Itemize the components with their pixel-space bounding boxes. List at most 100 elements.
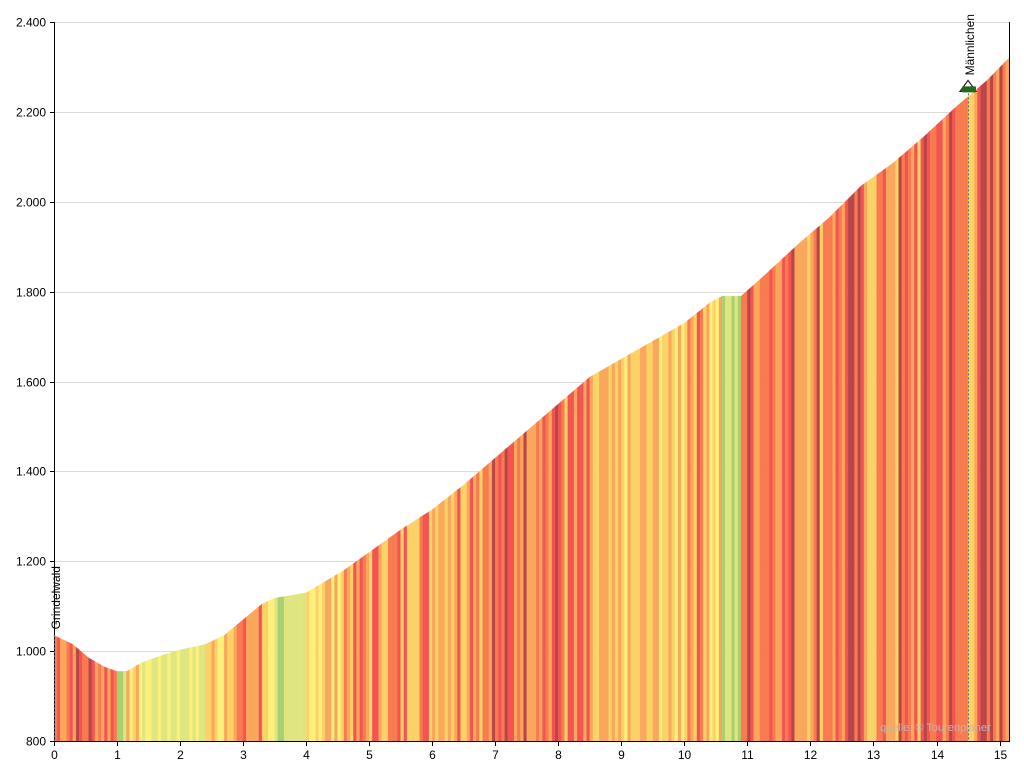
- y-tick-label: 2.200: [16, 106, 46, 120]
- profile-segment: [120, 671, 124, 742]
- profile-segment: [343, 567, 348, 742]
- profile-segment: [441, 499, 445, 742]
- profile-segment: [447, 494, 452, 742]
- profile-segment: [715, 297, 720, 742]
- profile-segment: [876, 172, 880, 742]
- profile-segment: [495, 454, 499, 742]
- profile-segment: [867, 178, 871, 742]
- profile-segment: [624, 355, 628, 742]
- profile-segment: [662, 333, 666, 742]
- y-tick-label: 1.800: [16, 286, 46, 300]
- profile-segment: [750, 284, 754, 742]
- profile-segment: [885, 165, 890, 742]
- profile-segment: [488, 460, 493, 742]
- profile-segment: [999, 64, 1003, 742]
- profile-segment: [230, 627, 234, 742]
- profile-segment: [242, 616, 247, 742]
- profile-segment: [844, 198, 849, 742]
- mountain-hut-icon: [958, 79, 978, 93]
- profile-segment: [375, 545, 379, 742]
- profile-segment: [611, 362, 616, 742]
- profile-segment: [889, 163, 893, 742]
- profile-segment: [781, 255, 786, 742]
- profile-segment: [183, 648, 187, 742]
- profile-segment: [813, 227, 817, 742]
- profile-segment: [318, 583, 323, 742]
- profile-segment: [993, 70, 997, 742]
- profile-segment: [536, 419, 540, 742]
- profile-segment: [82, 652, 86, 742]
- profile-segment: [863, 181, 868, 742]
- y-tick-label: 1.600: [16, 376, 46, 390]
- profile-segment: [684, 320, 688, 742]
- profile-segment: [971, 90, 975, 742]
- profile-segment: [195, 645, 200, 742]
- profile-segment: [63, 639, 67, 742]
- profile-segment: [85, 654, 89, 742]
- profile-segment: [397, 529, 401, 742]
- x-tick-label: 11: [741, 748, 754, 762]
- credit-watermark: quelle: © Tourenplaner: [880, 722, 991, 734]
- profile-segment: [252, 608, 256, 742]
- profile-segment: [803, 236, 808, 742]
- waypoint-label: Grindelwald: [49, 566, 63, 629]
- profile-segment: [561, 398, 565, 742]
- x-tick-label: 5: [366, 748, 373, 762]
- profile-segment: [391, 533, 395, 742]
- profile-segment: [822, 219, 827, 742]
- profile-segment: [384, 538, 389, 742]
- profile-segment: [532, 422, 537, 742]
- profile-segment: [129, 667, 133, 742]
- profile-segment: [936, 121, 940, 742]
- y-tick-label: 2.400: [16, 16, 46, 30]
- profile-segment: [621, 356, 625, 742]
- profile-segment: [479, 468, 483, 742]
- profile-segment: [996, 67, 1000, 742]
- profile-segment: [605, 365, 609, 742]
- profile-segment: [170, 651, 174, 742]
- profile-segment: [826, 217, 830, 742]
- profile-segment: [435, 504, 439, 742]
- profile-segment: [554, 403, 559, 742]
- profile-segment: [693, 312, 698, 742]
- profile-segment: [829, 213, 833, 742]
- profile-segment: [154, 656, 159, 742]
- profile-segment: [299, 593, 304, 742]
- profile-segment: [904, 149, 909, 742]
- profile-segment: [892, 160, 896, 742]
- profile-segment: [914, 141, 918, 742]
- profile-segment: [287, 595, 291, 742]
- profile-segment: [261, 602, 266, 742]
- profile-segment: [709, 300, 713, 742]
- profile-segment: [744, 290, 748, 742]
- profile-segment: [548, 409, 553, 742]
- profile-segment: [504, 446, 509, 742]
- profile-segment: [907, 147, 912, 742]
- waypoint-label: Männlichen: [963, 14, 977, 75]
- profile-segment: [432, 506, 436, 742]
- profile-segment: [838, 204, 843, 742]
- profile-segment: [797, 241, 802, 742]
- profile-segment: [769, 267, 773, 742]
- profile-segment: [280, 596, 285, 742]
- profile-segment: [236, 621, 241, 742]
- y-axis-ticks: 800 1.000 1.200 1.400 1.600 1.800 2.000 2.200 2.…: [16, 16, 54, 749]
- profile-segment: [469, 476, 474, 742]
- profile-segment: [756, 278, 761, 742]
- profile-segment: [958, 101, 962, 742]
- profile-segment: [293, 594, 297, 742]
- profile-segment: [179, 648, 184, 742]
- profile-segment: [570, 390, 575, 742]
- profile-segment: [189, 646, 193, 742]
- profile-segment: [523, 430, 527, 742]
- profile-segment: [633, 349, 638, 742]
- profile-segment: [848, 195, 852, 742]
- profile-segment: [627, 353, 631, 742]
- x-axis-ticks: 0 1 2 3 4 5 6 7 8 9 10 11 12 13 14 15: [51, 741, 1007, 762]
- profile-segment: [930, 127, 934, 742]
- profile-segment: [870, 176, 874, 742]
- profile-segment: [608, 364, 613, 742]
- profile-segment: [331, 575, 335, 742]
- profile-segment: [860, 183, 865, 742]
- profile-segment: [652, 339, 657, 742]
